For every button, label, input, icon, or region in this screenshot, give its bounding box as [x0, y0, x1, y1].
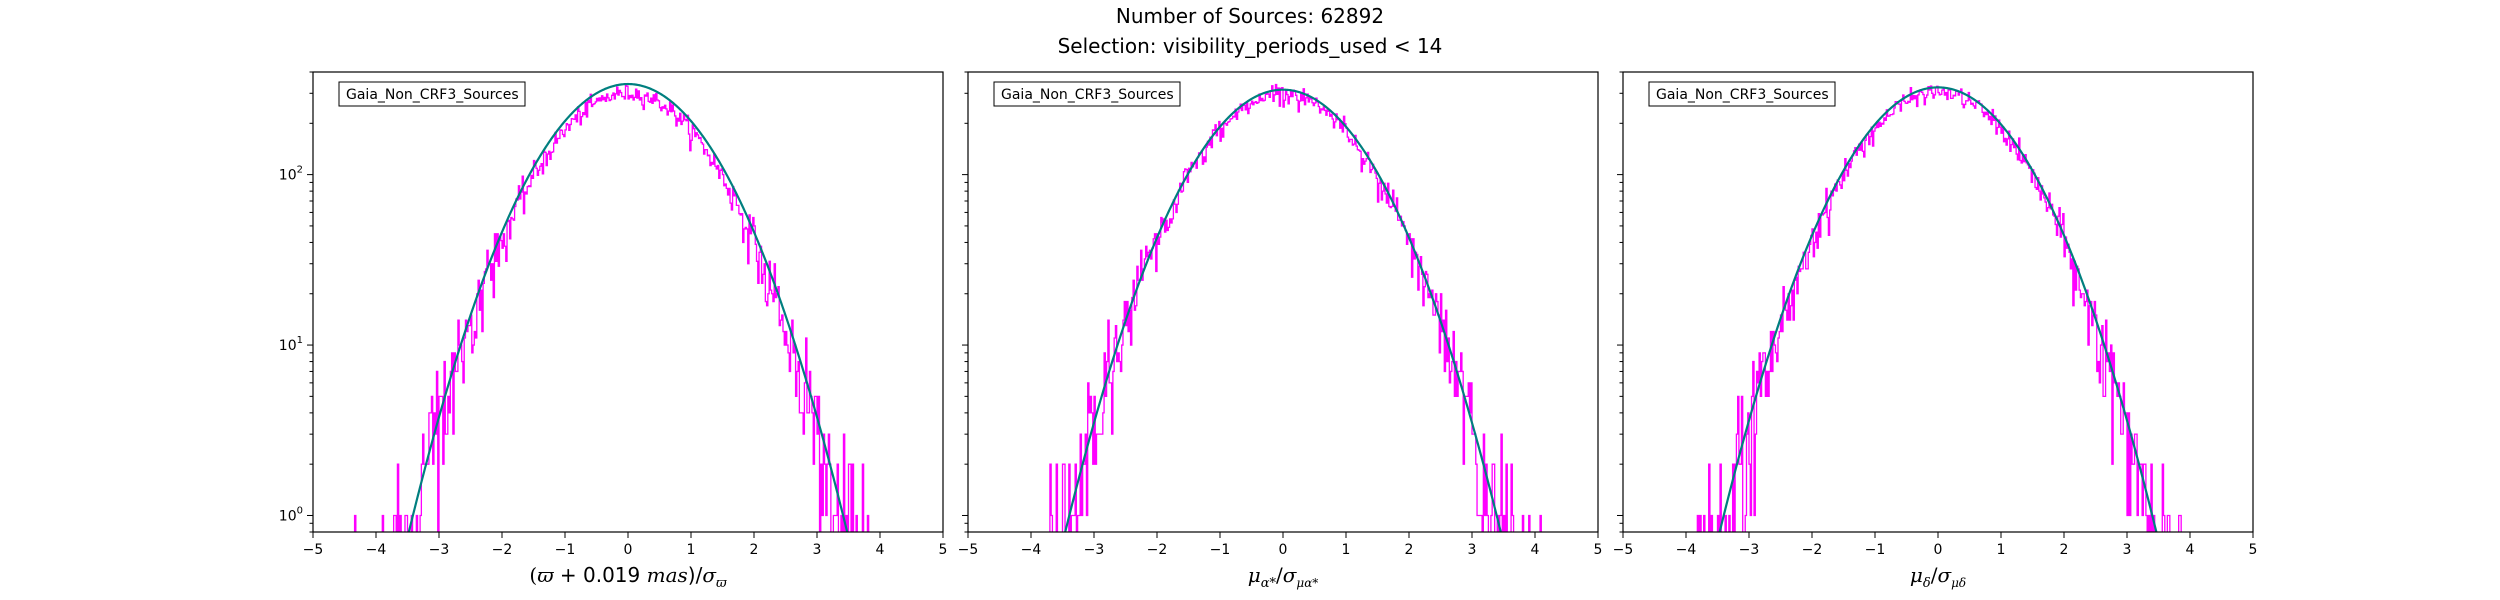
x-tick-label: 4 [2186, 542, 2195, 558]
x-tick-label: −4 [1021, 542, 1042, 558]
legend-box [338, 81, 526, 107]
panel-2: −5 −4 −3 −2 −1 0 1 2 3 4 5 Gaia_Non_CRF3_Sources μα*… [958, 71, 1603, 591]
histogram-series [1696, 85, 2182, 532]
x-tick-label: −5 [958, 542, 979, 558]
x-tick-label: −2 [492, 542, 513, 558]
histogram-series [1049, 83, 1542, 532]
x-tick-label: 0 [624, 542, 633, 558]
axes-frame [1622, 71, 2254, 533]
histogram-series [353, 84, 870, 532]
x-tick-label: 0 [1279, 542, 1288, 558]
legend-label: Gaia_Non_CRF3_Sources [346, 87, 519, 103]
x-tick-label: 1 [1997, 542, 2006, 558]
x-tick-label: 1 [1342, 542, 1351, 558]
plot-area [353, 82, 870, 532]
legend-label: Gaia_Non_CRF3_Sources [1656, 87, 1829, 103]
x-tick-label: 3 [2123, 542, 2132, 558]
x-tick-label: 3 [1468, 542, 1477, 558]
x-axis-label: μδ/σμδ [1910, 563, 1966, 591]
x-tick-label: −5 [303, 542, 324, 558]
x-tick-label: 3 [813, 542, 822, 558]
x-axis-label: (ϖ + 0.019 mas)/σϖ [529, 563, 727, 591]
figure-title-line-1: Number of Sources: 62892 [1115, 4, 1385, 28]
x-tick-label: 1 [687, 542, 696, 558]
x-tick-label: −2 [1147, 542, 1168, 558]
x-tick-label: −3 [1739, 542, 1760, 558]
x-tick-label: −3 [429, 542, 450, 558]
x-tick-label: 4 [1531, 542, 1540, 558]
x-tick-label: −5 [1613, 542, 1634, 558]
y-tick-label: 102 [279, 165, 303, 184]
legend-box [993, 81, 1181, 107]
plot-area [1696, 85, 2182, 532]
x-tick-label: 5 [2249, 542, 2258, 558]
x-tick-label: −1 [555, 542, 576, 558]
x-tick-label: 2 [2060, 542, 2069, 558]
gaussian-fit-line [1718, 86, 2158, 532]
legend-box [1648, 81, 1836, 107]
x-tick-label: −2 [1802, 542, 1823, 558]
plot-area [1049, 83, 1542, 532]
x-tick-label: −4 [366, 542, 387, 558]
gaussian-fit-line [1064, 88, 1502, 532]
x-tick-label: 2 [750, 542, 759, 558]
x-tick-label: 5 [1594, 542, 1603, 558]
x-tick-label: −1 [1865, 542, 1886, 558]
x-tick-label: 5 [939, 542, 948, 558]
x-axis-label: μα*/σμα* [1248, 563, 1319, 591]
x-tick-label: 0 [1934, 542, 1943, 558]
x-tick-label: 4 [876, 542, 885, 558]
x-tick-label: −1 [1210, 542, 1231, 558]
y-tick-label: 100 [279, 505, 303, 524]
legend-label: Gaia_Non_CRF3_Sources [1001, 87, 1174, 103]
panel-3: −5 −4 −3 −2 −1 0 1 2 3 4 5 Gaia_Non_CRF3_Sources μδ/… [1613, 71, 2258, 591]
x-tick-label: −3 [1084, 542, 1105, 558]
panel-1: −5 −4 −3 −2 −1 0 1 2 3 4 5 100 101 102 Gaia_Non_CRF3_S… [279, 71, 948, 591]
figure-title-line-2: Selection: visibility_periods_used < 14 [1057, 34, 1443, 58]
x-tick-label: 2 [1405, 542, 1414, 558]
axes-frame [967, 71, 1599, 533]
axes-frame [312, 71, 944, 533]
x-tick-label: −4 [1676, 542, 1697, 558]
y-tick-label: 101 [279, 335, 303, 354]
gaussian-fit-line [407, 82, 849, 532]
